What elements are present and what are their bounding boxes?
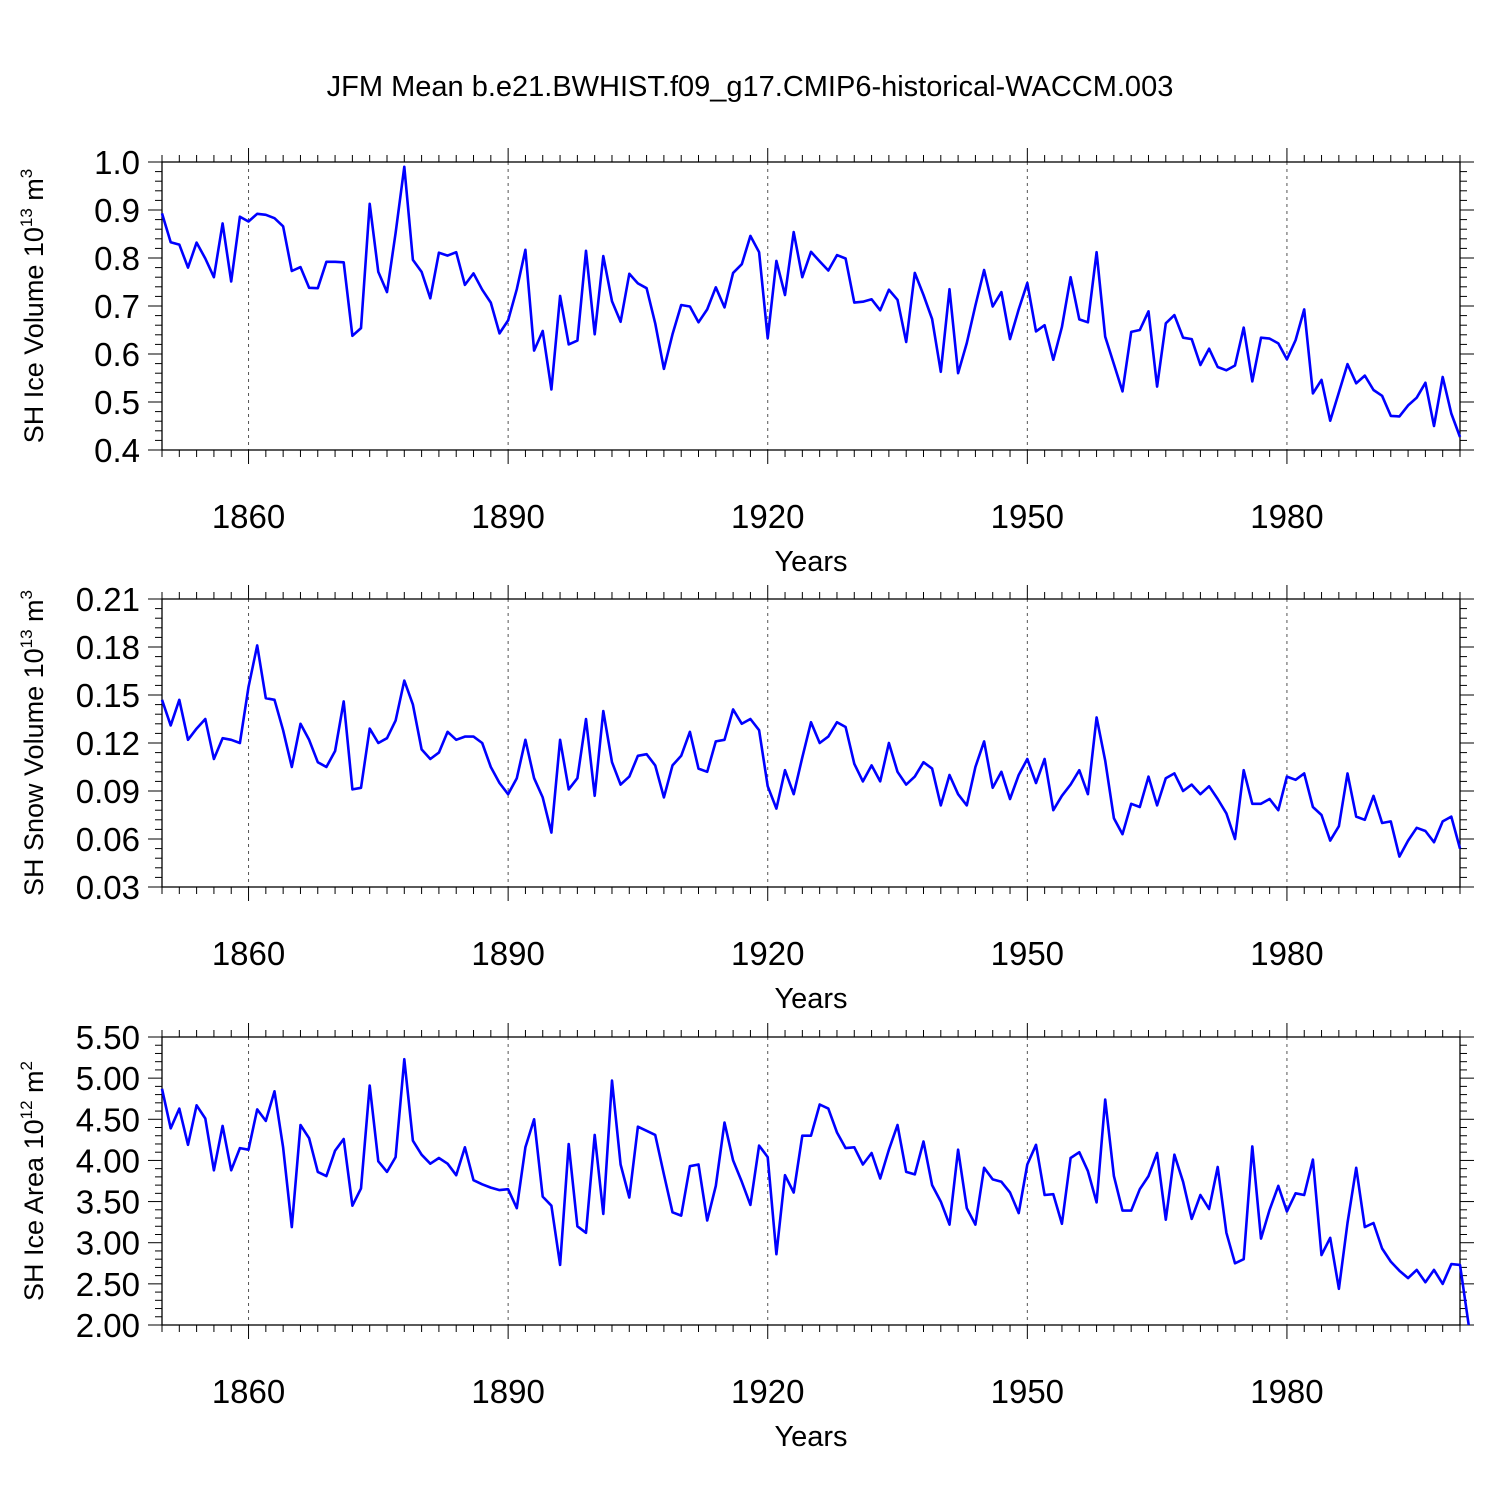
y-tick-label: 5.50 <box>76 1019 140 1056</box>
figure-title: JFM Mean b.e21.BWHIST.f09_g17.CMIP6-hist… <box>327 71 1174 103</box>
x-tick-label: 1890 <box>471 1373 544 1410</box>
x-tick-label: 1860 <box>212 498 285 535</box>
y-axis-label-unit: m <box>19 599 49 629</box>
series-line <box>160 644 1462 858</box>
y-axis-label-text: SH Snow Volume 10 <box>19 648 49 896</box>
y-axis-label-text: SH Ice Volume 10 <box>19 227 49 443</box>
y-tick-label: 0.5 <box>94 384 140 421</box>
y-axis-label: SH Ice Area 1012 m2 <box>17 1061 49 1301</box>
y-tick-label: 4.00 <box>76 1142 140 1179</box>
x-axis-label: Years <box>774 546 847 578</box>
series-line <box>160 165 1462 438</box>
y-tick-label: 0.7 <box>94 288 140 325</box>
y-tick-label: 0.6 <box>94 336 140 373</box>
series-line <box>160 1057 1470 1326</box>
y-axis-label: SH Snow Volume 1013 m3 <box>17 590 49 896</box>
y-tick-label: 0.15 <box>76 677 140 714</box>
y-axis-label-unit: m <box>19 1070 49 1100</box>
y-axis-label-exponent: 12 <box>17 1100 36 1119</box>
y-axis-label-text: SH Ice Area 10 <box>19 1119 49 1301</box>
y-tick-label: 0.06 <box>76 821 140 858</box>
y-tick-label: 2.00 <box>76 1307 140 1344</box>
y-tick-label: 0.03 <box>76 869 140 906</box>
y-axis-label-exponent: 13 <box>17 629 36 648</box>
x-axis-label: Years <box>774 983 847 1015</box>
y-axis-label-unit: m <box>19 178 49 208</box>
y-tick-label: 0.21 <box>76 581 140 618</box>
x-tick-label: 1920 <box>731 935 804 972</box>
panel-ice-volume: 1860 1890 1920 1950 1980 0.4 0.5 0.6 0.7 0.8 0.9 1.… <box>17 144 1474 578</box>
y-tick-label: 0.9 <box>94 192 140 229</box>
y-tick-label: 0.09 <box>76 773 140 810</box>
panel-snow-volume: 1860 1890 1920 1950 1980 0.03 0.06 0.09 0.12 0.15… <box>17 581 1474 1015</box>
x-tick-label: 1950 <box>991 935 1064 972</box>
y-tick-label: 3.50 <box>76 1184 140 1221</box>
panel-ice-area: 1860 1890 1920 1950 1980 2.00 2.50 3.00 3.50 4.00… <box>17 1019 1474 1453</box>
y-tick-label: 1.0 <box>94 144 140 181</box>
y-axis-label-unit-exponent: 3 <box>17 169 36 178</box>
plot-frame <box>161 1036 1461 1326</box>
x-tick-label: 1980 <box>1250 498 1323 535</box>
x-tick-label: 1980 <box>1250 1373 1323 1410</box>
x-tick-label: 1950 <box>991 498 1064 535</box>
plot-frame <box>161 598 1461 888</box>
y-tick-label: 0.4 <box>94 432 140 469</box>
x-axis-label: Years <box>774 1421 847 1453</box>
y-axis-label-exponent: 13 <box>17 208 36 227</box>
x-tick-label: 1950 <box>991 1373 1064 1410</box>
y-tick-label: 5.00 <box>76 1060 140 1097</box>
y-tick-label: 0.12 <box>76 725 140 762</box>
y-tick-label: 0.8 <box>94 240 140 277</box>
y-tick-label: 0.18 <box>76 629 140 666</box>
x-tick-label: 1860 <box>212 935 285 972</box>
y-tick-label: 4.50 <box>76 1101 140 1138</box>
x-tick-label: 1890 <box>471 498 544 535</box>
x-tick-label: 1980 <box>1250 935 1323 972</box>
y-tick-label: 2.50 <box>76 1266 140 1303</box>
x-tick-label: 1920 <box>731 1373 804 1410</box>
x-tick-label: 1920 <box>731 498 804 535</box>
y-axis-label-unit-exponent: 3 <box>17 590 36 599</box>
x-tick-label: 1860 <box>212 1373 285 1410</box>
y-axis-label-unit-exponent: 2 <box>17 1061 36 1070</box>
y-axis-label: SH Ice Volume 1013 m3 <box>17 169 49 444</box>
x-tick-label: 1890 <box>471 935 544 972</box>
y-tick-label: 3.00 <box>76 1225 140 1262</box>
plot-frame <box>161 161 1461 451</box>
